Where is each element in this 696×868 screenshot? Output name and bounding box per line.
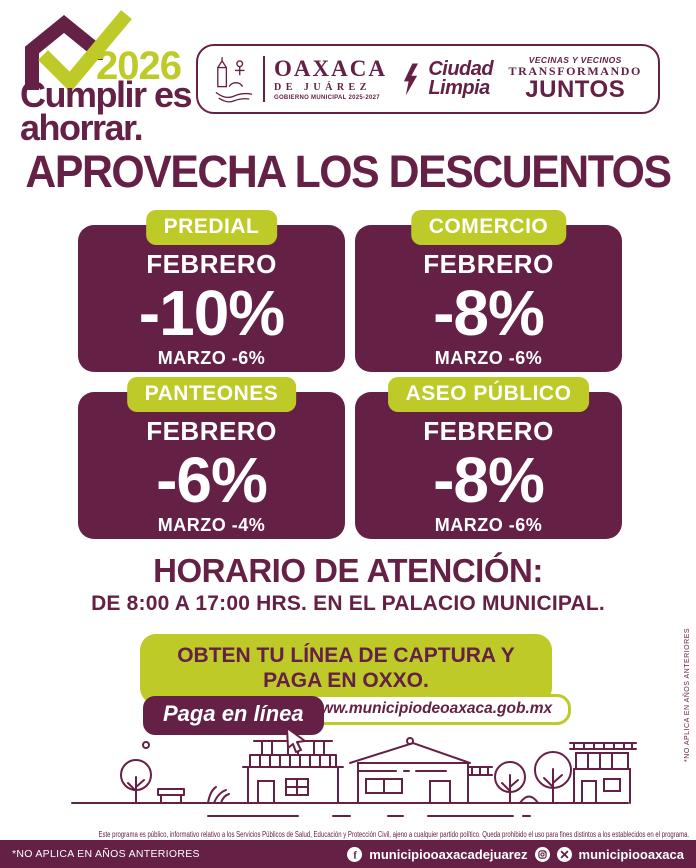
- seal-administration: GOBIERNO MUNICIPAL 2025-2027: [274, 95, 380, 101]
- card-secondary-note: MARZO -6%: [434, 515, 543, 535]
- vecinos-line1: VECINAS Y VECINOS: [528, 54, 622, 65]
- x-twitter-icon[interactable]: [556, 846, 572, 862]
- house-check-logo-icon: [25, 10, 132, 93]
- lightning-bolt-icon: [404, 62, 419, 96]
- vecinos-wordmark: VECINAS Y VECINOS TRANSFORMANDO JUNTOS: [509, 56, 642, 103]
- facebook-handle[interactable]: municipiooaxacadejuarez: [369, 846, 528, 862]
- seal-city-name: OAXACA: [274, 56, 387, 81]
- other-social-handle[interactable]: municipiooaxaca: [578, 846, 684, 862]
- card-body: FEBRERO -8% MARZO -6%: [355, 392, 622, 539]
- vecinos-line3: JUNTOS: [525, 76, 626, 104]
- facebook-icon[interactable]: f: [347, 846, 363, 862]
- logo-slogan-line1: Cumplir es: [20, 74, 193, 115]
- oaxaca-seal-group: OAXACA DE JUÁREZ GOBIERNO MUNICIPAL 2025…: [214, 53, 387, 105]
- card-discount-value: -8%: [433, 444, 545, 516]
- card-month: FEBRERO: [146, 249, 277, 279]
- side-note-vertical: *NO APLICA EN AÑOS ANTERIORES: [684, 628, 691, 762]
- logo-slogan: Cumplir es ahorrar.: [20, 74, 193, 149]
- pay-online-button[interactable]: Paga en línea: [143, 696, 324, 735]
- card-body: FEBRERO -6% MARZO -4%: [78, 392, 345, 539]
- ciudad-limpia-line2: Limpia: [428, 77, 490, 99]
- bottom-bar-note: *NO APLICA EN AÑOS ANTERIORES: [12, 848, 200, 860]
- card-secondary-note: MARZO -4%: [157, 515, 266, 535]
- card-label-badge: PREDIAL: [145, 210, 278, 245]
- card-secondary-note: MARZO -6%: [434, 348, 543, 368]
- card-body: FEBRERO -8% MARZO -6%: [355, 225, 622, 372]
- neighborhood-line-art-illustration: [71, 737, 637, 817]
- card-label-badge: COMERCIO: [410, 210, 567, 245]
- coat-of-arms-icon: [215, 57, 253, 103]
- card-month: FEBRERO: [146, 416, 277, 446]
- schedule-heading: HORARIO DE ATENCIÓN:: [153, 552, 543, 589]
- ciudad-limpia-line1: Ciudad: [428, 58, 494, 80]
- card-discount-value: -10%: [138, 277, 285, 349]
- cta-line2: PAGA EN OXXO.: [263, 669, 429, 693]
- discount-cards-grid: PREDIAL FEBRERO -10% MARZO -6% COMERCIO …: [78, 210, 622, 543]
- legal-disclaimer: Este programa es público, informativo re…: [98, 830, 690, 839]
- instagram-icon[interactable]: [534, 846, 550, 862]
- seal-subtitle: DE JUÁREZ: [274, 82, 371, 93]
- card-discount-value: -8%: [433, 277, 545, 349]
- cursor-arrow-icon: [286, 727, 306, 753]
- bottom-bar: *NO APLICA EN AÑOS ANTERIORES f municipi…: [0, 840, 696, 868]
- discount-card-comercio: COMERCIO FEBRERO -8% MARZO -6%: [355, 210, 622, 376]
- ciudad-limpia-group: Ciudad Limpia: [402, 58, 494, 99]
- government-seal-badge: OAXACA DE JUÁREZ GOBIERNO MUNICIPAL 2025…: [196, 44, 660, 114]
- discount-card-panteones: PANTEONES FEBRERO -6% MARZO -4%: [78, 377, 345, 543]
- vecinos-line2: TRANSFORMANDO: [508, 64, 642, 79]
- card-month: FEBRERO: [423, 416, 554, 446]
- schedule-detail: DE 8:00 A 17:00 HRS. EN EL PALACIO MUNIC…: [91, 592, 605, 615]
- social-links: f municipiooaxacadejuarez municipiooaxac…: [347, 846, 684, 862]
- disclaimer-row: Este programa es público, informativo re…: [0, 824, 696, 842]
- card-label-badge: ASEO PÚBLICO: [387, 377, 590, 412]
- logo-slogan-line2: ahorrar.: [20, 107, 144, 149]
- ciudad-limpia-wordmark: Ciudad Limpia: [428, 58, 494, 99]
- page-title: APROVECHA LOS DESCUENTOS: [25, 146, 672, 197]
- seal-text-block: OAXACA DE JUÁREZ GOBIERNO MUNICIPAL 2025…: [274, 57, 387, 101]
- discount-card-predial: PREDIAL FEBRERO -10% MARZO -6%: [78, 210, 345, 376]
- card-month: FEBRERO: [423, 249, 554, 279]
- svg-text:f: f: [354, 850, 358, 861]
- card-discount-value: -6%: [156, 444, 268, 516]
- card-secondary-note: MARZO -6%: [157, 348, 266, 368]
- discount-card-aseo-publico: ASEO PÚBLICO FEBRERO -8% MARZO -6%: [355, 377, 622, 543]
- cta-line1: OBTEN TU LÍNEA DE CAPTURA Y: [177, 644, 515, 667]
- seal-divider: [263, 56, 265, 102]
- cta-box: OBTEN TU LÍNEA DE CAPTURA Y PAGA EN OXXO…: [140, 634, 552, 705]
- logo-year: 2026: [96, 44, 182, 88]
- card-body: FEBRERO -10% MARZO -6%: [78, 225, 345, 372]
- card-label-badge: PANTEONES: [126, 377, 297, 412]
